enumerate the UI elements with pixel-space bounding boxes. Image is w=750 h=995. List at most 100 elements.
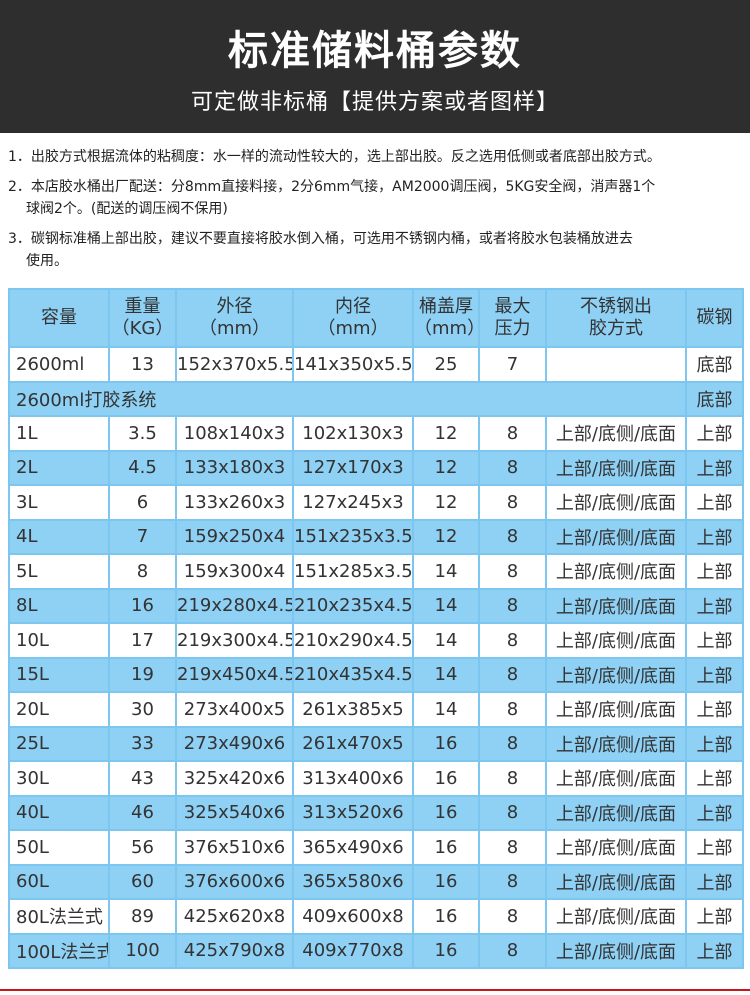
- cell: 12: [414, 451, 478, 484]
- cell: 16: [414, 796, 478, 829]
- column-header: 不锈钢出 胶方式: [547, 290, 685, 346]
- cell: 127x245x3: [294, 486, 412, 519]
- header: 标准储料桶参数 可定做非标桶【提供方案或者图样】: [0, 0, 750, 133]
- cell: 上部/底侧/底面: [547, 762, 685, 795]
- column-header: 容量: [10, 290, 108, 346]
- cell: 上部: [687, 693, 742, 726]
- cell: 8: [480, 417, 545, 450]
- table-row: 15L 19 219x450x4.5 210x435x4.5 14 8 上部/底侧/底面 上部: [10, 658, 742, 691]
- cell: 273x490x6: [177, 727, 292, 760]
- cell: 8: [480, 865, 545, 898]
- cell: 上部: [687, 934, 742, 967]
- cell: 152x370x5.5: [177, 348, 292, 381]
- cell: 40L: [10, 796, 108, 829]
- cell: 20L: [10, 693, 108, 726]
- note: 2．本店胶水桶出厂配送：分8mm直接料接，2分6mm气接，AM2000调压阀，5…: [8, 176, 748, 220]
- cell: 8: [480, 796, 545, 829]
- cell: 127x170x3: [294, 451, 412, 484]
- cell: 325x540x6: [177, 796, 292, 829]
- cell: 2600ml打胶系统: [10, 382, 685, 415]
- cell: 16: [414, 934, 478, 967]
- cell: 159x250x4: [177, 520, 292, 553]
- cell: 上部: [687, 486, 742, 519]
- cell: 261x470x5: [294, 727, 412, 760]
- cell: 33: [110, 727, 175, 760]
- cell: 3.5: [110, 417, 175, 450]
- cell: 上部: [687, 762, 742, 795]
- cell: 12: [414, 417, 478, 450]
- cell: 313x400x6: [294, 762, 412, 795]
- table-row: 5L 8 159x300x4 151x285x3.5 14 8 上部/底侧/底面 上部: [10, 555, 742, 588]
- cell: 上部/底侧/底面: [547, 417, 685, 450]
- cell: 25: [414, 348, 478, 381]
- cell: 80L法兰式: [10, 900, 108, 933]
- table-row: 3L 6 133x260x3 127x245x3 12 8 上部/底侧/底面 上部: [10, 486, 742, 519]
- note: 3．碳钢标准桶上部出胶，建议不要直接将胶水倒入桶，可选用不锈钢内桶，或者将胶水包…: [8, 228, 748, 272]
- cell: 313x520x6: [294, 796, 412, 829]
- cell: 30: [110, 693, 175, 726]
- table-row: 8L 16 219x280x4.5 210x235x4.5 14 8 上部/底侧/底面 上部: [10, 589, 742, 622]
- cell: 102x130x3: [294, 417, 412, 450]
- cell: 100: [110, 934, 175, 967]
- note-line: 球阀2个。(配送的调压阀不保用): [26, 201, 228, 217]
- title: 标准储料桶参数: [228, 28, 522, 74]
- cell: 上部/底侧/底面: [547, 796, 685, 829]
- cell: 17: [110, 624, 175, 657]
- table-row: 80L法兰式 89 425x620x8 409x600x8 16 8 上部/底侧/底面 上部: [10, 900, 742, 933]
- cell: 上部: [687, 451, 742, 484]
- cell: 12: [414, 486, 478, 519]
- cell: 376x510x6: [177, 831, 292, 864]
- cell: 上部/底侧/底面: [547, 900, 685, 933]
- cell: 上部: [687, 658, 742, 691]
- column-header: 最大 压力: [480, 290, 545, 346]
- notes: 1．出胶方式根据流体的粘稠度：水一样的流动性较大的，选上部出胶。反之选用低侧或者…: [8, 146, 748, 280]
- cell: 19: [110, 658, 175, 691]
- cell: 上部: [687, 520, 742, 553]
- cell: 100L法兰式: [10, 934, 108, 967]
- cell: 376x600x6: [177, 865, 292, 898]
- cell: 14: [414, 693, 478, 726]
- note-line: 使用。: [26, 253, 68, 269]
- cell: 6: [110, 486, 175, 519]
- cell: 5L: [10, 555, 108, 588]
- cell: 上部/底侧/底面: [547, 865, 685, 898]
- cell: 16: [414, 865, 478, 898]
- cell: 7: [110, 520, 175, 553]
- cell: 210x290x4.5: [294, 624, 412, 657]
- cell: 60: [110, 865, 175, 898]
- cell: 上部/底侧/底面: [547, 831, 685, 864]
- header-row: 容量 重量 （KG） 外径 （mm） 内径 （mm） 桶盖厚 （mm） 最大 压力 不锈钢出…: [10, 290, 742, 346]
- cell: 133x180x3: [177, 451, 292, 484]
- cell: 14: [414, 624, 478, 657]
- cell: 8: [480, 727, 545, 760]
- cell: 108x140x3: [177, 417, 292, 450]
- table-row: 20L 30 273x400x5 261x385x5 14 8 上部/底侧/底面 上部: [10, 693, 742, 726]
- cell: 325x420x6: [177, 762, 292, 795]
- cell: 上部: [687, 865, 742, 898]
- cell: 89: [110, 900, 175, 933]
- table-row: 2L 4.5 133x180x3 127x170x3 12 8 上部/底侧/底面 上部: [10, 451, 742, 484]
- cell: 8: [480, 624, 545, 657]
- cell: 上部: [687, 589, 742, 622]
- cell: 7: [480, 348, 545, 381]
- cell: 425x790x8: [177, 934, 292, 967]
- cell: 8: [480, 520, 545, 553]
- cell: 3L: [10, 486, 108, 519]
- note: 1．出胶方式根据流体的粘稠度：水一样的流动性较大的，选上部出胶。反之选用低侧或者…: [8, 146, 748, 168]
- cell: 273x400x5: [177, 693, 292, 726]
- cell: 409x770x8: [294, 934, 412, 967]
- cell: 上部/底侧/底面: [547, 624, 685, 657]
- cell: 151x285x3.5: [294, 555, 412, 588]
- cell: 16: [414, 762, 478, 795]
- cell: 8: [480, 658, 545, 691]
- cell: 409x600x8: [294, 900, 412, 933]
- cell: 365x490x6: [294, 831, 412, 864]
- cell: 219x450x4.5: [177, 658, 292, 691]
- cell: 8: [480, 900, 545, 933]
- cell: 1L: [10, 417, 108, 450]
- note-line: 2．本店胶水桶出厂配送：分8mm直接料接，2分6mm气接，AM2000调压阀，5…: [8, 179, 656, 195]
- cell: 219x280x4.5: [177, 589, 292, 622]
- cell: 13: [110, 348, 175, 381]
- cell: 30L: [10, 762, 108, 795]
